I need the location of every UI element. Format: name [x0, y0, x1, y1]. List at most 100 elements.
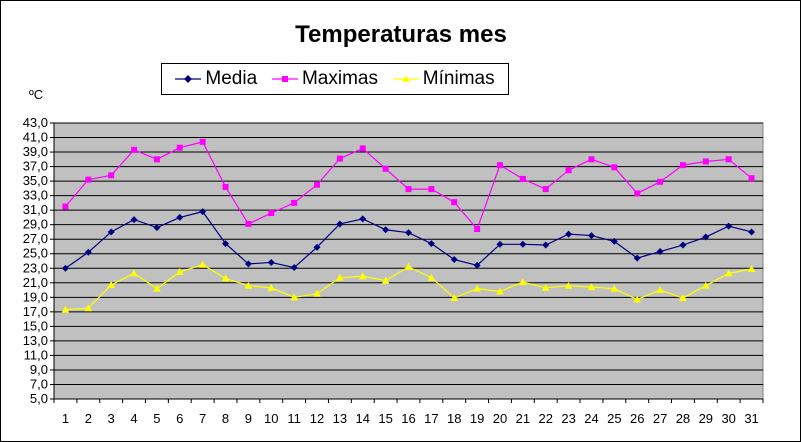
- data-point-maximas: [85, 176, 92, 183]
- legend-swatch-maximas: [271, 76, 298, 82]
- data-point-maximas: [314, 181, 321, 188]
- data-point-maximas: [405, 186, 412, 193]
- y-tick-label: 23,0: [23, 260, 48, 275]
- legend-entry-maximas: Maximas: [271, 68, 378, 90]
- legend-entry-minimas: Mínimas: [392, 68, 495, 90]
- x-tick-label: 4: [130, 411, 137, 426]
- y-tick-label: 39,0: [23, 144, 48, 159]
- data-point-media: [222, 240, 230, 248]
- x-tick-label: 26: [630, 411, 644, 426]
- legend-label-media: Media: [205, 68, 258, 89]
- data-point-media: [565, 230, 573, 238]
- data-point-minimas: [221, 274, 230, 282]
- y-tick-label: 29,0: [23, 217, 48, 232]
- data-point-minimas: [61, 305, 70, 313]
- legend-swatch-media: [175, 75, 202, 83]
- data-point-maximas: [359, 145, 366, 152]
- data-point-media: [61, 264, 69, 272]
- x-tick-label: 27: [653, 411, 667, 426]
- series-minimas: [61, 260, 756, 313]
- data-point-maximas: [245, 220, 252, 227]
- x-tick-label: 25: [607, 411, 621, 426]
- data-point-minimas: [381, 276, 390, 284]
- data-point-media: [725, 222, 733, 230]
- data-point-maximas: [565, 167, 572, 174]
- data-point-maximas: [519, 175, 526, 182]
- data-point-maximas: [634, 190, 641, 197]
- y-tick-label: 37,0: [23, 159, 48, 174]
- data-point-minimas: [496, 287, 504, 295]
- y-axis-unit-label: ºC: [29, 87, 44, 102]
- y-tick-label: 31,0: [23, 202, 48, 217]
- data-point-maximas: [268, 210, 275, 217]
- x-tick-label: 5: [153, 411, 160, 426]
- y-tick-label: 25,0: [23, 246, 48, 261]
- data-point-minimas: [633, 295, 642, 303]
- data-point-minimas: [656, 286, 664, 294]
- data-point-maximas: [336, 155, 343, 162]
- legend-label-maximas: Maximas: [301, 68, 378, 89]
- x-tick-label: 31: [744, 411, 758, 426]
- data-point-maximas: [679, 162, 686, 169]
- data-point-maximas: [382, 165, 389, 172]
- data-point-media: [679, 241, 687, 249]
- data-point-maximas: [291, 199, 298, 206]
- x-tick-label: 1: [62, 411, 69, 426]
- x-tick-label: 14: [356, 411, 370, 426]
- x-tick-label: 30: [721, 411, 735, 426]
- x-tick-label: 29: [699, 411, 713, 426]
- data-point-minimas: [702, 281, 710, 289]
- data-point-minimas: [724, 269, 733, 277]
- legend-swatch-minimas: [392, 75, 419, 82]
- data-point-minimas: [290, 293, 298, 301]
- data-point-minimas: [358, 272, 367, 280]
- y-tick-label: 15,0: [23, 318, 48, 333]
- data-point-maximas: [542, 186, 549, 193]
- data-point-media: [290, 264, 298, 272]
- data-point-maximas: [176, 144, 183, 151]
- y-tick-label: 33,0: [23, 188, 48, 203]
- data-point-minimas: [313, 289, 321, 297]
- x-tick-label: 6: [176, 411, 183, 426]
- data-point-maximas: [748, 175, 755, 182]
- data-point-minimas: [564, 281, 573, 289]
- data-point-media: [587, 232, 595, 240]
- x-tick-label: 11: [287, 411, 301, 426]
- y-tick-label: 9,0: [30, 362, 48, 377]
- series-maximas: [62, 138, 755, 233]
- data-point-media: [450, 256, 458, 264]
- data-point-media: [496, 240, 504, 248]
- x-tick-label: 2: [85, 411, 92, 426]
- x-tick-label: 8: [222, 411, 229, 426]
- data-point-media: [702, 233, 710, 241]
- data-point-maximas: [657, 178, 664, 185]
- legend-entry-media: Media: [175, 68, 257, 90]
- data-point-media: [519, 240, 527, 248]
- data-point-media: [359, 215, 367, 223]
- data-point-maximas: [702, 158, 709, 165]
- y-tick-label: 13,0: [23, 333, 48, 348]
- x-tick-label: 17: [424, 411, 438, 426]
- data-point-minimas: [519, 278, 527, 286]
- x-tick-label: 21: [516, 411, 530, 426]
- data-point-maximas: [62, 203, 69, 210]
- data-point-media: [405, 229, 412, 237]
- x-tick-label: 28: [676, 411, 690, 426]
- y-tick-label: 27,0: [23, 231, 48, 246]
- x-tick-label: 24: [584, 411, 598, 426]
- data-point-minimas: [336, 273, 344, 281]
- data-point-minimas: [610, 284, 619, 292]
- x-tick-label: 3: [108, 411, 115, 426]
- data-point-maximas: [428, 186, 435, 193]
- chart-title: Temperaturas mes: [295, 21, 507, 48]
- data-point-maximas: [474, 226, 481, 233]
- y-tick-label: 11,0: [24, 347, 48, 362]
- data-point-minimas: [404, 262, 413, 270]
- data-point-minimas: [153, 284, 161, 292]
- data-point-media: [199, 208, 207, 216]
- data-point-maximas: [588, 156, 595, 163]
- data-point-maximas: [496, 162, 503, 169]
- data-point-minimas: [427, 273, 436, 281]
- data-point-maximas: [222, 183, 229, 190]
